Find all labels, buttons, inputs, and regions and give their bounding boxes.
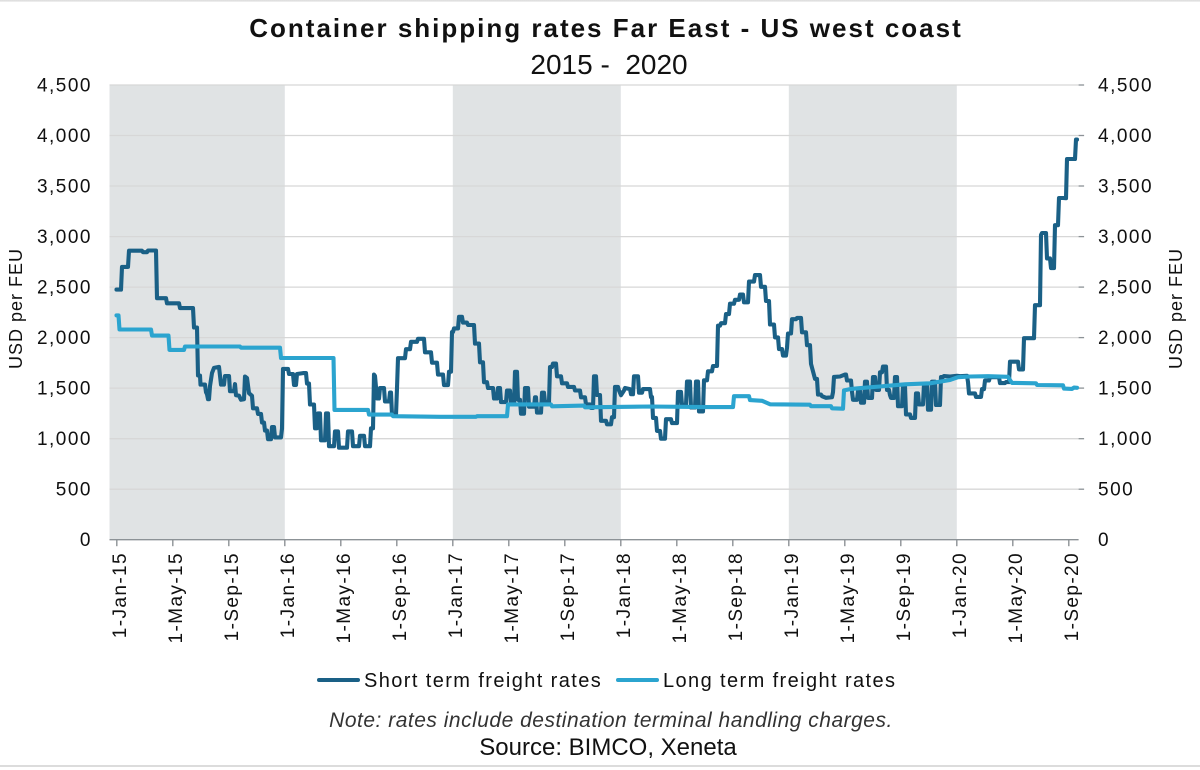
svg-text:1-Sep-17: 1-Sep-17: [558, 552, 579, 641]
svg-text:4,000: 4,000: [1098, 126, 1153, 147]
svg-text:1-Sep-20: 1-Sep-20: [1062, 552, 1083, 641]
svg-text:4,000: 4,000: [37, 126, 92, 147]
svg-text:USD per FEU: USD per FEU: [6, 248, 26, 369]
svg-text:2,000: 2,000: [37, 328, 92, 349]
svg-text:1-Sep-19: 1-Sep-19: [894, 552, 915, 641]
svg-text:2,500: 2,500: [1098, 278, 1153, 299]
svg-text:1,000: 1,000: [1098, 429, 1153, 450]
svg-text:1-May-15: 1-May-15: [166, 552, 187, 643]
svg-text:500: 500: [56, 480, 92, 501]
svg-text:500: 500: [1098, 480, 1134, 501]
svg-text:1,000: 1,000: [37, 429, 92, 450]
svg-text:3,500: 3,500: [1098, 177, 1153, 198]
svg-text:1-May-20: 1-May-20: [1006, 552, 1027, 643]
svg-text:USD per FEU: USD per FEU: [1166, 248, 1186, 369]
svg-text:2,500: 2,500: [37, 278, 92, 299]
svg-text:1-Jan-20: 1-Jan-20: [950, 552, 971, 638]
svg-text:1-May-19: 1-May-19: [838, 552, 859, 643]
svg-text:3,000: 3,000: [37, 227, 92, 248]
svg-text:1-Jan-18: 1-Jan-18: [614, 552, 635, 638]
svg-text:1-May-17: 1-May-17: [502, 552, 523, 643]
svg-text:1-Sep-16: 1-Sep-16: [390, 552, 411, 641]
svg-text:4,500: 4,500: [1098, 76, 1153, 97]
svg-text:3,000: 3,000: [1098, 227, 1153, 248]
svg-text:1-Sep-18: 1-Sep-18: [726, 552, 747, 641]
svg-text:1-May-18: 1-May-18: [670, 552, 691, 643]
svg-text:1-May-16: 1-May-16: [334, 552, 355, 643]
svg-text:0: 0: [1098, 530, 1110, 551]
svg-text:1-Jan-17: 1-Jan-17: [446, 552, 467, 638]
svg-text:1,500: 1,500: [1098, 379, 1153, 400]
svg-text:1-Jan-19: 1-Jan-19: [782, 552, 803, 638]
svg-text:1,500: 1,500: [37, 379, 92, 400]
svg-text:2,000: 2,000: [1098, 328, 1153, 349]
svg-text:0: 0: [80, 530, 92, 551]
svg-text:1-Jan-15: 1-Jan-15: [110, 552, 131, 638]
svg-text:3,500: 3,500: [37, 177, 92, 198]
svg-text:1-Sep-15: 1-Sep-15: [222, 552, 243, 641]
svg-text:1-Jan-16: 1-Jan-16: [278, 552, 299, 638]
svg-text:4,500: 4,500: [37, 76, 92, 97]
